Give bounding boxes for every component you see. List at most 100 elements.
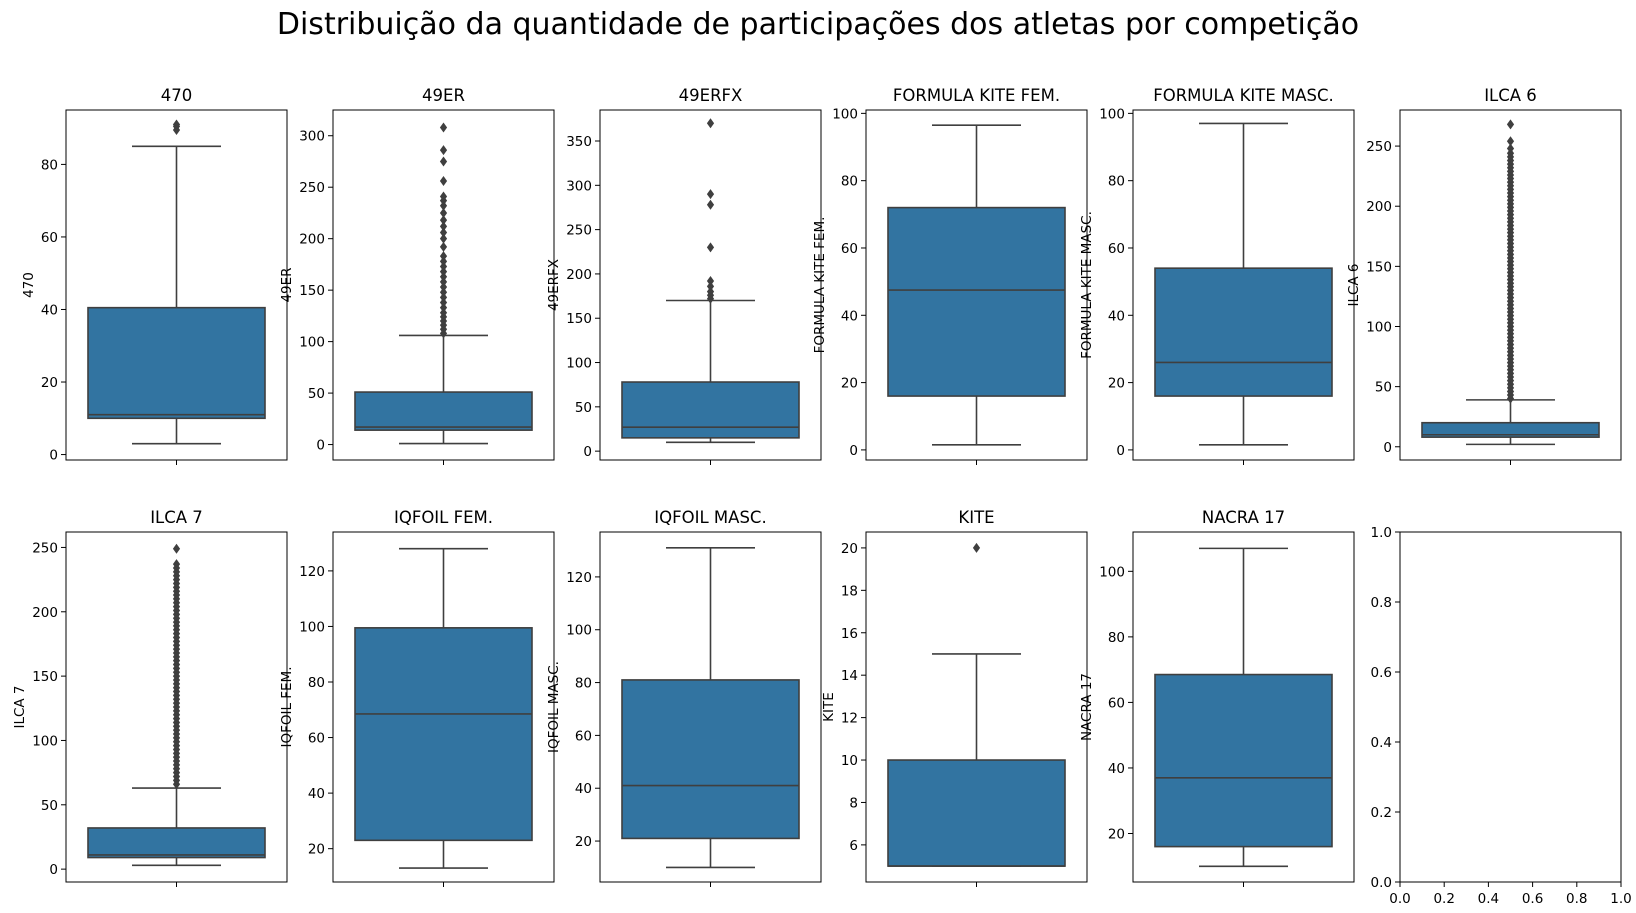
outlier-point (439, 292, 448, 303)
x-tick-label: 1.0 (1610, 891, 1631, 907)
y-tick-label: 300 (299, 129, 325, 145)
y-axis-label: ILCA 6 (1346, 263, 1362, 306)
axes-frame (65, 109, 288, 461)
y-tick-label: 0.8 (1371, 595, 1392, 611)
axes-frame (332, 109, 555, 461)
outlier-point (1506, 119, 1515, 130)
y-tick-label: 80 (41, 157, 58, 173)
y-tick-label: 20 (575, 834, 592, 850)
outlier-point (439, 282, 448, 293)
subplot-title: KITE (958, 508, 994, 527)
y-tick-label: 100 (299, 335, 325, 351)
axes-frame (1132, 109, 1355, 461)
y-tick-label: 40 (308, 786, 325, 802)
outlier-point (439, 156, 448, 167)
outlier-point (439, 276, 448, 287)
outlier-point (439, 191, 448, 202)
y-tick-label: 60 (575, 728, 592, 744)
outlier-point (706, 286, 715, 297)
iqr-box (1154, 267, 1333, 397)
axes-frame (599, 109, 822, 461)
y-tick-label: 0.0 (1371, 875, 1392, 891)
x-tick-label: 0.6 (1522, 891, 1543, 907)
y-tick-label: 60 (308, 731, 325, 747)
y-tick-label: 40 (41, 302, 58, 318)
outlier-point (439, 176, 448, 187)
y-tick-label: 120 (566, 570, 592, 586)
y-axis-label: IQFOIL MASC. (546, 661, 562, 753)
iqr-box (887, 206, 1066, 397)
outlier-point (439, 271, 448, 282)
subplot-title: 49ERFX (679, 86, 743, 105)
y-tick-label: 0 (316, 438, 325, 454)
y-tick-label: 200 (566, 267, 592, 283)
axes-frame (332, 531, 555, 883)
subplot-7: ILCA 7 0 50 100 150 200 250 ILCA 7 (12, 508, 288, 887)
subplot-10: KITE 6 8 10 12 14 16 18 20 KITE (821, 508, 1088, 887)
subplot-2: 49ER 0 50 100 150 200 250 300 49ER (279, 86, 555, 465)
outlier-point (439, 251, 448, 262)
subplot-12: 0.0 0.2 0.4 0.6 0.8 1.0 0.0 0.2 0.4 0.6 0.8 1.0 (1371, 525, 1632, 907)
y-tick-label: 100 (299, 619, 325, 635)
subplot-1: 470 0 20 40 60 80 470 (21, 86, 288, 465)
outlier-point (972, 542, 981, 553)
y-tick-label: 80 (1108, 630, 1125, 646)
y-tick-label: 250 (566, 223, 592, 239)
iqr-box (354, 627, 533, 842)
y-tick-label: 100 (832, 106, 858, 122)
y-tick-label: 40 (575, 781, 592, 797)
y-tick-label: 80 (841, 174, 858, 190)
outlier-point (439, 287, 448, 298)
outlier-point (706, 276, 715, 287)
y-tick-label: 80 (308, 675, 325, 691)
outlier-point (1506, 143, 1515, 154)
x-tick-label: 0.0 (1389, 891, 1410, 907)
iqr-box (1154, 673, 1333, 848)
outlier-point (439, 256, 448, 267)
subplot-9: IQFOIL MASC. 20 40 60 80 100 120 IQFOIL MASC. (546, 508, 822, 887)
outlier-point (439, 241, 448, 252)
subplot-8: IQFOIL FEM. 20 40 60 80 100 120 IQFOIL FEM. (279, 508, 555, 887)
outlier-point (439, 307, 448, 318)
axes-frame (1399, 531, 1622, 883)
y-tick-label: 120 (299, 564, 325, 580)
outlier-point (439, 200, 448, 211)
subplot-title: NACRA 17 (1202, 508, 1285, 527)
y-tick-label: 40 (1108, 308, 1125, 324)
outlier-point (439, 297, 448, 308)
y-tick-label: 150 (299, 283, 325, 299)
y-axis-label: 49ER (279, 267, 295, 302)
y-tick-label: 20 (841, 541, 858, 557)
x-tick-label: 0.4 (1478, 891, 1499, 907)
y-tick-label: 20 (841, 376, 858, 392)
subplot-3: 49ERFX 0 50 100 150 200 250 300 350 49ERFX (546, 86, 822, 465)
subplot-title: ILCA 6 (1484, 86, 1537, 105)
y-tick-label: 200 (1366, 199, 1392, 215)
y-tick-label: 0.2 (1371, 805, 1392, 821)
y-tick-label: 20 (1108, 376, 1125, 392)
outlier-point (706, 242, 715, 253)
outlier-point (706, 199, 715, 210)
iqr-box (887, 759, 1066, 867)
y-axis-label: IQFOIL FEM. (279, 666, 295, 747)
y-tick-label: 6 (849, 838, 858, 854)
y-tick-label: 0 (1116, 443, 1125, 459)
y-axis-label: ILCA 7 (12, 685, 28, 728)
y-tick-label: 18 (841, 583, 858, 599)
axes-frame (65, 531, 288, 883)
y-tick-label: 250 (1366, 139, 1392, 155)
subplot-title: FORMULA KITE MASC. (1153, 86, 1334, 105)
x-tick-label: 0.2 (1433, 891, 1454, 907)
axes-frame (1399, 109, 1622, 461)
y-tick-label: 150 (566, 311, 592, 327)
y-tick-label: 100 (32, 733, 58, 749)
axes-frame (865, 531, 1088, 883)
y-tick-label: 200 (32, 605, 58, 621)
subplot-title: IQFOIL FEM. (394, 508, 493, 527)
y-axis-label: FORMULA KITE FEM. (812, 217, 828, 354)
y-tick-label: 16 (841, 626, 858, 642)
subplot-5: FORMULA KITE MASC. 0 20 40 60 80 100 FORMULA KI… (1079, 86, 1355, 465)
subplot-6: ILCA 6 0 50 100 150 200 250 ILCA 6 (1346, 86, 1622, 465)
figure-title: Distribuição da quantidade de participaç… (277, 7, 1359, 42)
